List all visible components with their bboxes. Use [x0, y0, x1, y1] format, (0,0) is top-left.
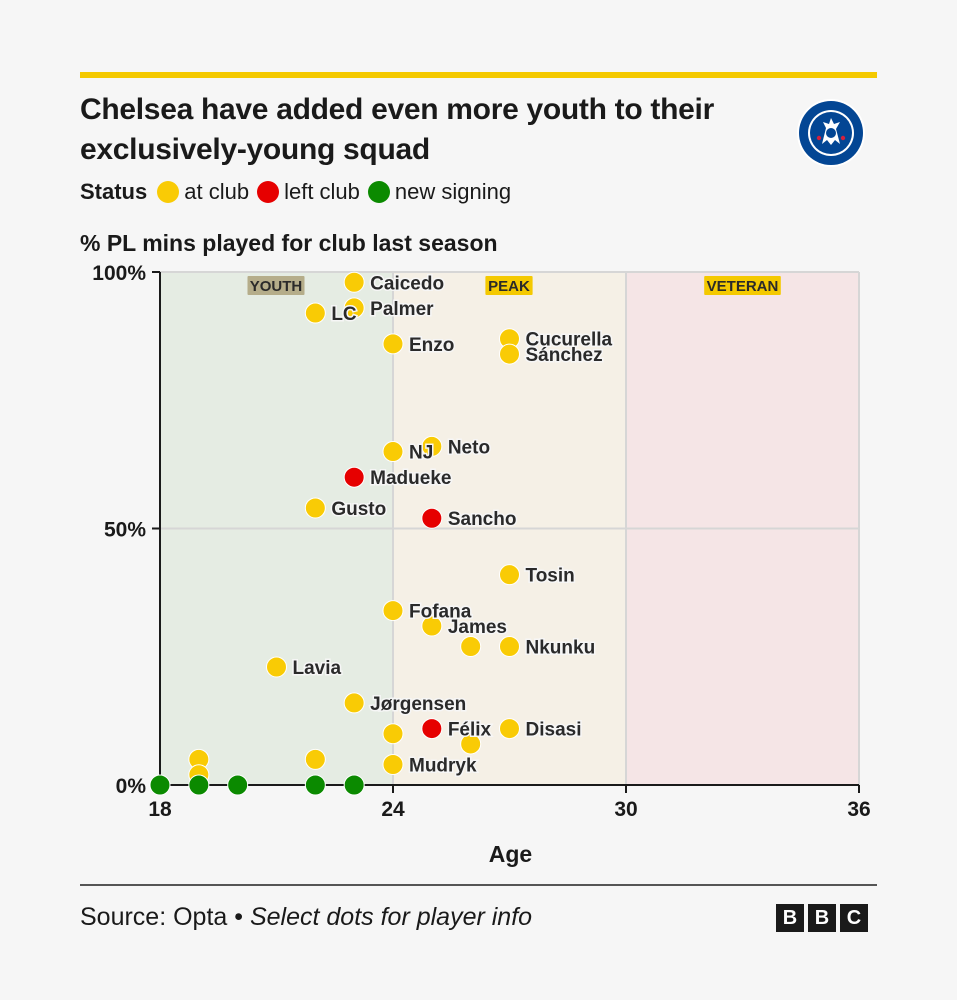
player-dot	[460, 635, 482, 657]
source-line: Source: Opta • Select dots for player in…	[80, 903, 532, 932]
legend-label-new-signing: new signing	[394, 179, 512, 204]
footer-divider	[80, 884, 877, 886]
bbc-logo-letter-1: B	[776, 904, 804, 932]
source-text: Source: Opta	[80, 903, 228, 931]
player-dot-j-rgensen	[343, 692, 365, 714]
x-axis-title: Age	[489, 841, 532, 867]
player-dot-james	[421, 615, 443, 637]
scatter-chart: YOUTH PEAK VETERAN 0% 50% 100% 18 24 30 36 Age Caic…	[92, 262, 870, 867]
legend-item-new-signing: new signing	[367, 179, 512, 205]
zone-label-bg-veteran	[704, 276, 781, 295]
player-dot	[227, 774, 249, 796]
y-axis-title: % PL mins played for club last season	[80, 230, 498, 256]
y-tick-label: 50%	[104, 519, 146, 542]
bbc-logo: B B C	[776, 904, 868, 932]
player-label-f-lix: Félix	[448, 720, 492, 741]
player-label-sancho: Sancho	[448, 509, 517, 530]
player-label-neto: Neto	[448, 437, 490, 458]
player-label-nkunku: Nkunku	[526, 637, 596, 658]
player-label-lc: LC	[331, 304, 357, 325]
player-label-tosin: Tosin	[526, 566, 575, 587]
y-tick-label: 0%	[116, 775, 147, 798]
player-label-caicedo: Caicedo	[370, 273, 444, 294]
chelsea-crest-icon	[797, 99, 865, 167]
player-dot-lc	[304, 302, 326, 324]
player-label-fofana: Fofana	[409, 602, 472, 623]
player-dot-f-lix	[421, 718, 443, 740]
player-label-enzo: Enzo	[409, 335, 454, 356]
x-tick-label: 24	[381, 798, 405, 821]
zone-label-veteran: VETERAN	[707, 278, 779, 295]
player-dot-mudryk	[382, 753, 404, 775]
legend-item-left-club: left club	[257, 179, 360, 205]
player-label-gusto: Gusto	[331, 499, 386, 520]
player-dot-fofana	[382, 600, 404, 622]
player-dot-caicedo	[343, 271, 365, 293]
y-tick-label: 100%	[92, 262, 146, 285]
legend-item-at-club: at club	[157, 179, 249, 205]
player-dot	[304, 774, 326, 796]
player-dot	[382, 723, 404, 745]
legend-dot-left-club	[257, 181, 280, 203]
player-dot-gusto	[304, 497, 326, 519]
legend-dot-at-club	[157, 181, 180, 203]
player-dot	[149, 774, 171, 796]
player-dot	[460, 733, 482, 755]
player-label-lavia: Lavia	[293, 658, 342, 679]
top-accent-bar	[80, 72, 877, 78]
player-label-j-rgensen: Jørgensen	[370, 694, 466, 715]
player-dot-sancho	[421, 507, 443, 529]
player-dot-palmer	[343, 297, 365, 319]
legend-label-left-club: left club	[284, 179, 360, 204]
player-dot-disasi	[499, 718, 520, 740]
x-tick-label: 36	[847, 798, 870, 821]
zone-label-bg-peak	[485, 276, 533, 295]
player-dot-neto	[421, 435, 443, 457]
legend-title: Status	[80, 179, 148, 204]
player-dot-nj	[382, 441, 404, 463]
x-tick-label: 30	[614, 798, 637, 821]
chart-title: Chelsea have added even more youth to th…	[80, 93, 714, 166]
player-dot-lavia	[266, 656, 287, 678]
player-dot	[343, 774, 365, 796]
status-legend: Status at club left club new signing	[80, 178, 519, 206]
player-label-disasi: Disasi	[526, 720, 582, 741]
player-label-s-nchez: Sánchez	[526, 345, 603, 366]
player-label-cucurella: Cucurella	[526, 330, 613, 351]
player-dot-s-nchez	[499, 343, 520, 365]
zone-label-youth: YOUTH	[250, 278, 303, 295]
player-label-palmer: Palmer	[370, 299, 434, 320]
select-dots-note: Select dots for player info	[249, 903, 533, 931]
bbc-logo-letter-2: B	[808, 904, 836, 932]
zone-label-bg-youth	[247, 276, 305, 295]
player-label-james: James	[448, 617, 507, 638]
player-label-mudryk: Mudryk	[409, 755, 477, 776]
legend-dot-new-signing	[367, 181, 390, 203]
player-label-nj: NJ	[409, 443, 433, 464]
x-tick-label: 18	[148, 798, 172, 821]
zone-label-peak: PEAK	[488, 278, 530, 295]
player-dot-madueke	[343, 466, 365, 488]
legend-label-at-club: at club	[184, 179, 250, 204]
bbc-logo-letter-3: C	[840, 904, 868, 932]
player-dot-nkunku	[499, 635, 520, 657]
source-separator: •	[227, 903, 250, 931]
player-dot	[188, 774, 210, 796]
player-dot-tosin	[499, 564, 520, 586]
player-dot	[304, 748, 326, 770]
player-label-madueke: Madueke	[370, 468, 451, 489]
player-dot-enzo	[382, 333, 404, 355]
